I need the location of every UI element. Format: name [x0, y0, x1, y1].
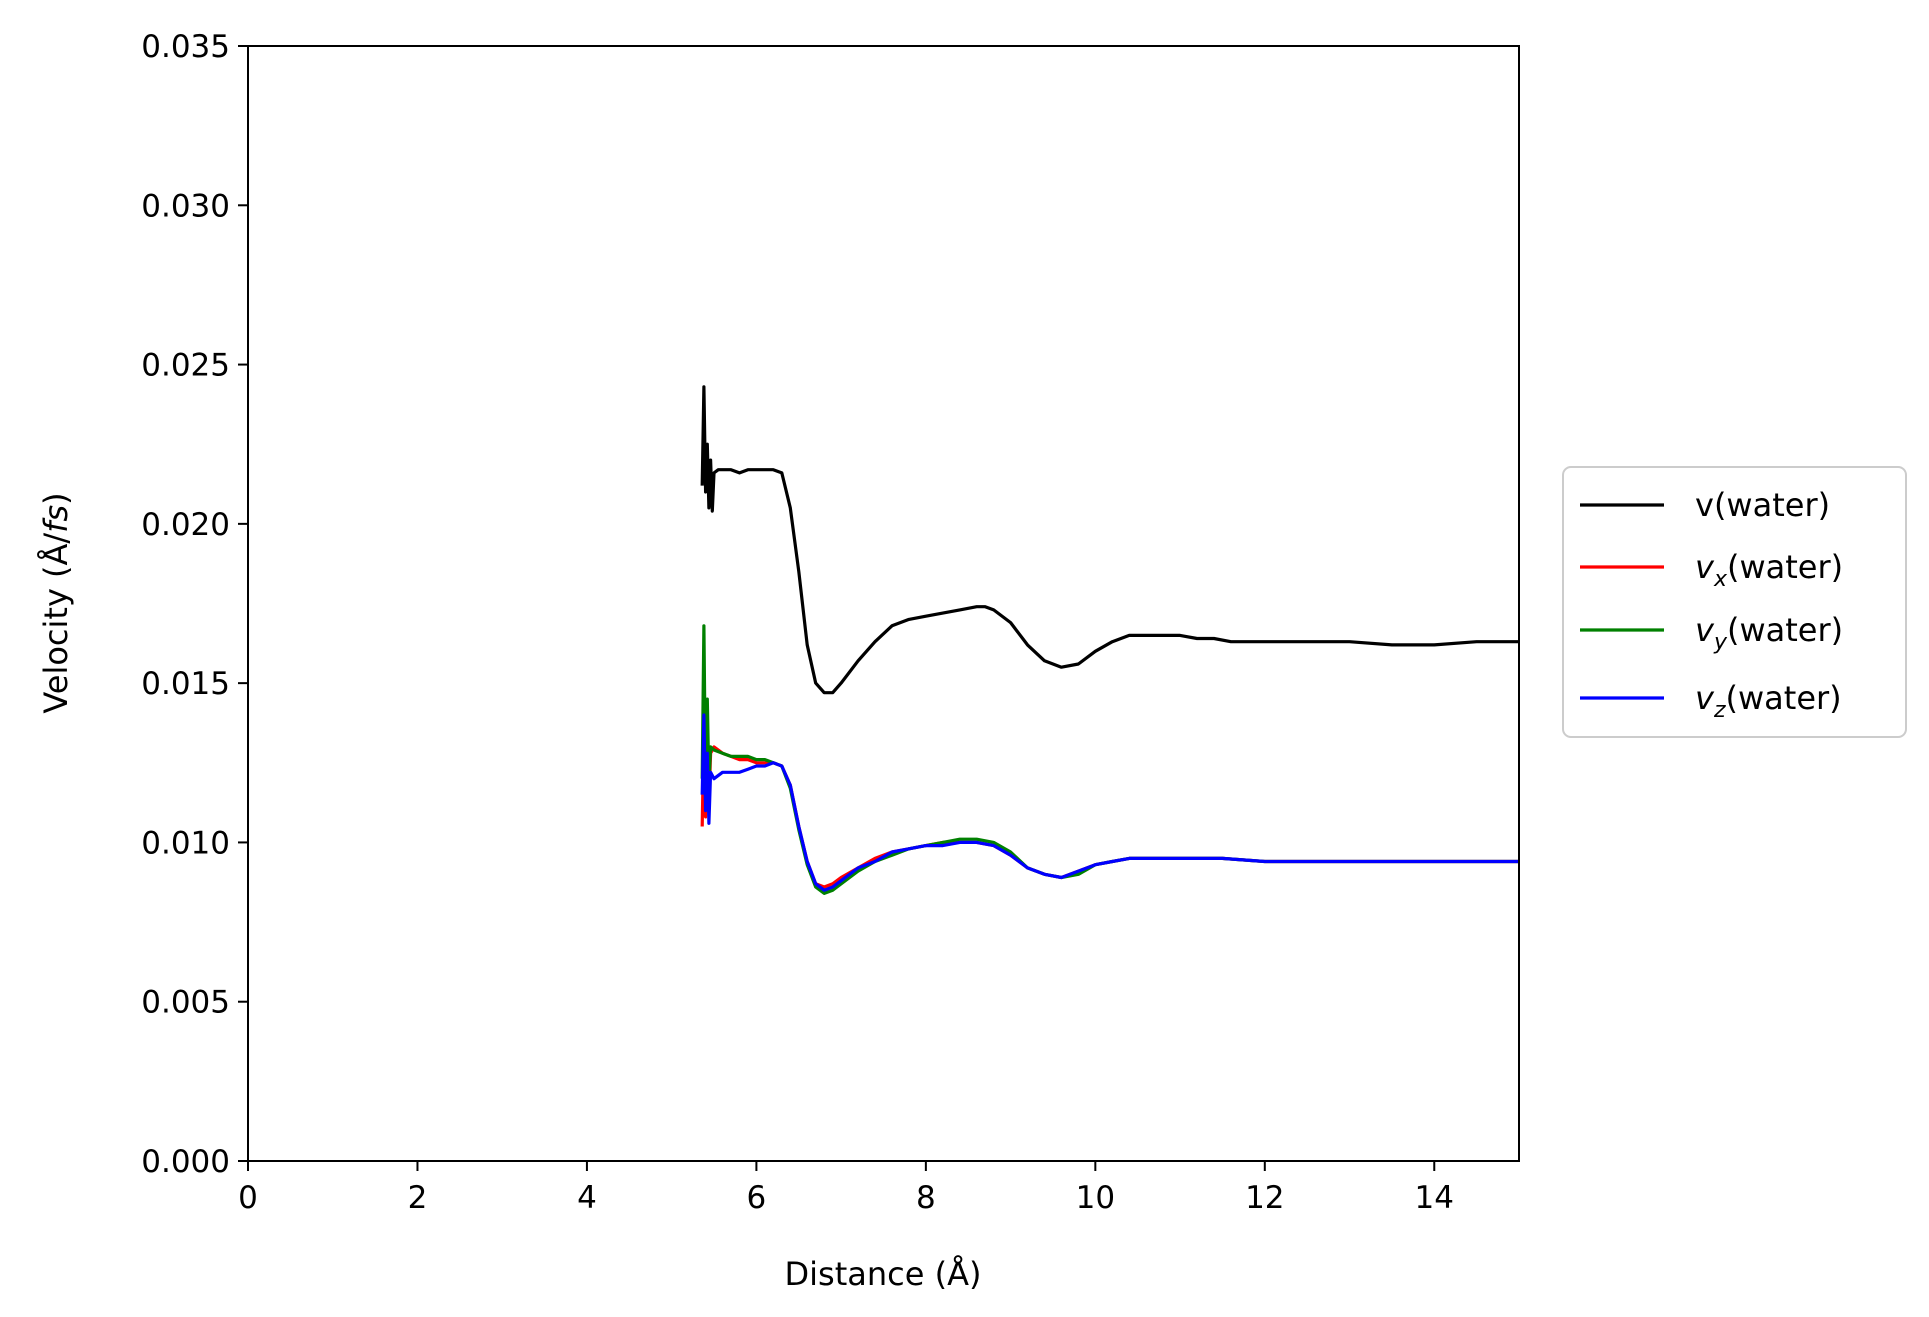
x-tick-label: 14: [1415, 1180, 1454, 1216]
legend: v(water)vx(water)vy(water)vz(water): [1562, 466, 1907, 738]
y-tick-label: 0.000: [141, 1144, 230, 1180]
y-tick-label: 0.020: [141, 507, 230, 543]
series-line-0: [700, 385, 1519, 695]
plot-frame: [247, 45, 1520, 1162]
y-axis-label-suffix: ): [37, 492, 75, 504]
legend-label-base: v: [1695, 548, 1715, 586]
y-axis-label-unit: fs: [37, 505, 75, 533]
legend-label-base: v: [1695, 611, 1715, 649]
y-tick-label: 0.025: [141, 348, 230, 384]
legend-label-rest: (water): [1727, 611, 1843, 649]
legend-label-rest: (water): [1714, 486, 1830, 524]
legend-label-subscript: x: [1713, 567, 1728, 592]
legend-label-base: v: [1695, 679, 1715, 717]
series-layer: [700, 385, 1519, 896]
legend-label-subscript: z: [1713, 698, 1726, 723]
x-tick-label: 6: [747, 1180, 767, 1216]
x-tick-label: 8: [916, 1180, 936, 1216]
legend-entry-label: v(water): [1695, 486, 1830, 524]
y-axis: 0.000 0.005 0.010 0.015 0.020 0.025 0.030 0.035: [141, 29, 248, 1180]
plot-background: [248, 46, 1519, 1161]
y-tick-label: 0.035: [141, 29, 230, 65]
series-line-3: [700, 713, 1519, 892]
y-tick-label: 0.010: [141, 825, 230, 861]
x-tick-label: 10: [1076, 1180, 1115, 1216]
legend-label-rest: (water): [1727, 548, 1843, 586]
legend-box: [1562, 466, 1907, 738]
y-axis-label-prefix: Velocity (Å/: [37, 533, 75, 714]
legend-entry-label: vz(water): [1695, 679, 1842, 723]
y-axis-label: Velocity (Å/fs): [37, 492, 75, 713]
y-tick-label: 0.015: [141, 666, 230, 702]
x-tick-label: 0: [238, 1180, 258, 1216]
x-axis-label: Distance (Å): [785, 1255, 982, 1293]
x-tick-label: 12: [1245, 1180, 1284, 1216]
legend-label-rest: (water): [1726, 679, 1842, 717]
legend-entry-label: vy(water): [1695, 611, 1843, 655]
x-tick-label: 2: [408, 1180, 428, 1216]
legend-entry-label: vx(water): [1695, 548, 1843, 592]
y-tick-label: 0.030: [141, 188, 230, 224]
y-tick-label: 0.005: [141, 985, 230, 1021]
legend-label-base: v: [1695, 486, 1714, 524]
legend-label-subscript: y: [1713, 630, 1728, 655]
x-axis: 0 2 4 6 8 10 12 14: [238, 1161, 1454, 1216]
x-tick-label: 4: [577, 1180, 597, 1216]
